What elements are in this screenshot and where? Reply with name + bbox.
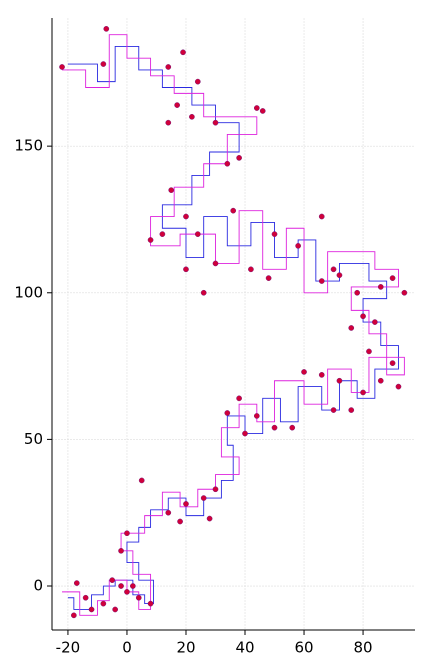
point (372, 319, 378, 325)
point (236, 395, 242, 402)
point (377, 284, 384, 290)
point (73, 580, 80, 586)
point (212, 260, 219, 267)
point (336, 272, 343, 279)
point (70, 612, 77, 619)
point (118, 583, 124, 589)
point (183, 266, 189, 273)
x-tick-label: -20 (56, 639, 81, 657)
point (130, 583, 136, 589)
point (200, 289, 207, 296)
point (360, 389, 366, 396)
x-tick-label: 80 (354, 639, 373, 657)
point (253, 413, 260, 419)
point (330, 266, 337, 273)
point (366, 348, 372, 355)
point (224, 160, 231, 167)
point (354, 289, 361, 296)
point (183, 501, 189, 507)
point (395, 383, 402, 390)
point (212, 486, 219, 493)
point (206, 515, 213, 522)
point (177, 518, 183, 525)
y-tick-label: 150 (14, 137, 43, 155)
point (189, 113, 195, 120)
y-tick-label: 50 (24, 430, 43, 448)
point (248, 266, 254, 273)
point (147, 237, 154, 243)
point (168, 187, 175, 193)
point (259, 108, 266, 114)
x-tick-label: 60 (294, 639, 313, 657)
point (194, 78, 201, 85)
point (242, 430, 248, 437)
point (401, 289, 408, 296)
point (165, 119, 172, 126)
point (174, 102, 180, 108)
point (224, 410, 231, 416)
x-tick-label: 20 (176, 639, 195, 657)
point (135, 594, 142, 601)
x-tick-label: 40 (235, 639, 254, 657)
point (265, 275, 272, 281)
point (109, 577, 116, 583)
point (88, 606, 95, 613)
point (165, 509, 172, 516)
point (301, 369, 307, 375)
point (295, 243, 301, 249)
point (147, 600, 154, 607)
point (236, 155, 242, 161)
y-tick-label: 0 (33, 577, 43, 595)
point (318, 213, 325, 220)
point (318, 278, 325, 284)
x-tick-label: 0 (122, 639, 132, 657)
point (118, 547, 124, 554)
point (360, 313, 366, 320)
point (271, 424, 278, 431)
point (180, 49, 186, 56)
point (271, 231, 278, 237)
point (289, 424, 296, 431)
point (159, 231, 166, 237)
point (200, 495, 207, 501)
point (124, 530, 130, 537)
point (336, 377, 343, 384)
point (124, 589, 130, 595)
point (230, 207, 237, 214)
point (348, 325, 355, 331)
point (138, 477, 145, 484)
point (389, 275, 396, 281)
point (318, 372, 325, 378)
point (82, 594, 89, 601)
walk-line (67, 45, 399, 610)
point (348, 407, 355, 413)
point (183, 213, 189, 220)
point (253, 105, 260, 111)
point (103, 26, 110, 32)
point (100, 61, 107, 67)
point (59, 64, 65, 70)
point (100, 600, 107, 607)
point (212, 119, 219, 126)
point (165, 64, 172, 70)
point (377, 377, 384, 384)
y-tick-label: 100 (14, 283, 43, 301)
walk-line (62, 34, 405, 616)
point (112, 606, 119, 613)
point (330, 407, 337, 413)
point (194, 231, 201, 237)
point (389, 360, 396, 366)
